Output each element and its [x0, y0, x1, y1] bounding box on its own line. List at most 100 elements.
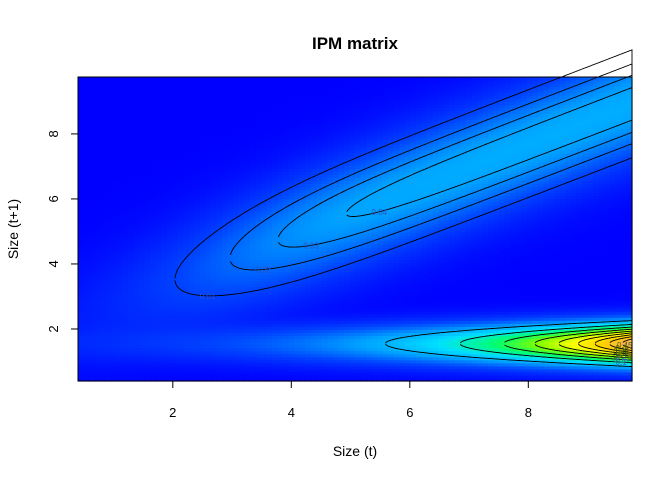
heatmap-cell — [233, 253, 240, 257]
heatmap-cell — [260, 320, 267, 324]
heatmap-cell — [161, 219, 168, 224]
heatmap-cell — [321, 198, 328, 203]
heatmap-cell — [277, 268, 284, 273]
heatmap-cell — [78, 174, 85, 178]
heatmap-cell — [327, 143, 334, 148]
heatmap-cell — [116, 335, 123, 340]
heatmap-cell — [249, 204, 256, 209]
heatmap-cell — [244, 289, 251, 294]
heatmap-cell — [194, 137, 201, 142]
heatmap-cell — [255, 368, 262, 373]
heatmap-cell — [116, 128, 123, 133]
heatmap-cell — [271, 216, 279, 221]
heatmap-cell — [127, 323, 134, 327]
heatmap-cell — [288, 80, 295, 84]
heatmap-cell — [188, 98, 195, 102]
heatmap-cell — [177, 244, 184, 248]
heatmap-cell — [305, 210, 312, 215]
heatmap-cell — [277, 204, 284, 209]
heatmap-cell — [105, 256, 112, 260]
heatmap-cell — [150, 156, 157, 160]
heatmap-cell — [327, 104, 334, 108]
heatmap-cell — [199, 137, 207, 142]
heatmap-cell — [177, 83, 184, 87]
heatmap-cell — [94, 192, 101, 197]
heatmap-cell — [122, 149, 129, 154]
heatmap-cell — [122, 289, 129, 294]
heatmap-cell — [155, 280, 162, 285]
heatmap-cell — [116, 326, 123, 330]
heatmap-cell — [249, 89, 256, 93]
heatmap-cell — [327, 332, 334, 336]
heatmap-cell — [100, 277, 107, 282]
heatmap-cell — [183, 253, 190, 257]
heatmap-cell — [321, 165, 328, 169]
heatmap-cell — [321, 110, 328, 115]
heatmap-cell — [105, 101, 112, 105]
heatmap-cell — [305, 298, 312, 303]
heatmap-cell — [327, 341, 334, 346]
heatmap-cell — [89, 262, 96, 267]
heatmap-cell — [166, 286, 173, 291]
heatmap-cell — [166, 295, 173, 300]
heatmap-cell — [94, 356, 101, 361]
heatmap-cell — [127, 347, 134, 352]
heatmap-cell — [343, 183, 351, 188]
heatmap-cell — [349, 180, 356, 184]
heatmap-cell — [327, 305, 334, 309]
heatmap-cell — [316, 156, 323, 160]
heatmap-cell — [299, 326, 306, 330]
heatmap-cell — [327, 107, 334, 112]
heatmap-cell — [133, 253, 140, 257]
heatmap-cell — [100, 128, 107, 133]
heatmap-cell — [78, 332, 85, 336]
heatmap-cell — [288, 207, 295, 212]
heatmap-cell — [244, 219, 251, 224]
heatmap-cell — [294, 235, 301, 239]
heatmap-cell — [150, 116, 157, 121]
heatmap-cell — [249, 262, 256, 267]
heatmap-cell — [138, 95, 146, 99]
heatmap-cell — [277, 125, 284, 130]
heatmap-cell — [144, 95, 151, 99]
heatmap-cell — [177, 165, 184, 169]
heatmap-cell — [78, 314, 85, 318]
heatmap-cell — [105, 247, 112, 251]
heatmap-cell — [260, 229, 267, 233]
heatmap-cell — [116, 344, 123, 349]
heatmap-cell — [271, 301, 279, 306]
heatmap-cell — [266, 326, 273, 330]
heatmap-cell — [316, 374, 323, 379]
heatmap-cell — [127, 329, 134, 333]
heatmap-cell — [338, 368, 345, 373]
heatmap-cell — [194, 177, 201, 181]
heatmap-cell — [150, 186, 157, 191]
heatmap-cell — [316, 107, 323, 112]
heatmap-cell — [161, 365, 168, 370]
heatmap-cell — [172, 283, 179, 288]
heatmap-cell — [83, 83, 90, 87]
heatmap-cell — [78, 277, 85, 282]
heatmap-cell — [310, 274, 317, 279]
heatmap-cell — [349, 377, 356, 382]
heatmap-cell — [172, 198, 179, 203]
heatmap-cell — [282, 326, 290, 330]
heatmap-cell — [299, 356, 306, 361]
heatmap-cell — [194, 131, 201, 136]
heatmap-cell — [222, 280, 229, 285]
heatmap-cell — [294, 283, 301, 288]
heatmap-cell — [183, 140, 190, 145]
heatmap-cell — [332, 137, 339, 142]
heatmap-cell — [216, 365, 223, 370]
heatmap-cell — [177, 338, 184, 343]
heatmap-cell — [327, 192, 334, 197]
heatmap-cell — [316, 295, 323, 300]
heatmap-cell — [244, 92, 251, 96]
heatmap-cell — [321, 168, 328, 172]
heatmap-cell — [277, 298, 284, 303]
heatmap-cell — [127, 98, 134, 102]
heatmap-cell — [83, 368, 90, 373]
heatmap-cell — [338, 86, 345, 90]
heatmap-cell — [277, 347, 284, 352]
heatmap-cell — [233, 180, 240, 184]
